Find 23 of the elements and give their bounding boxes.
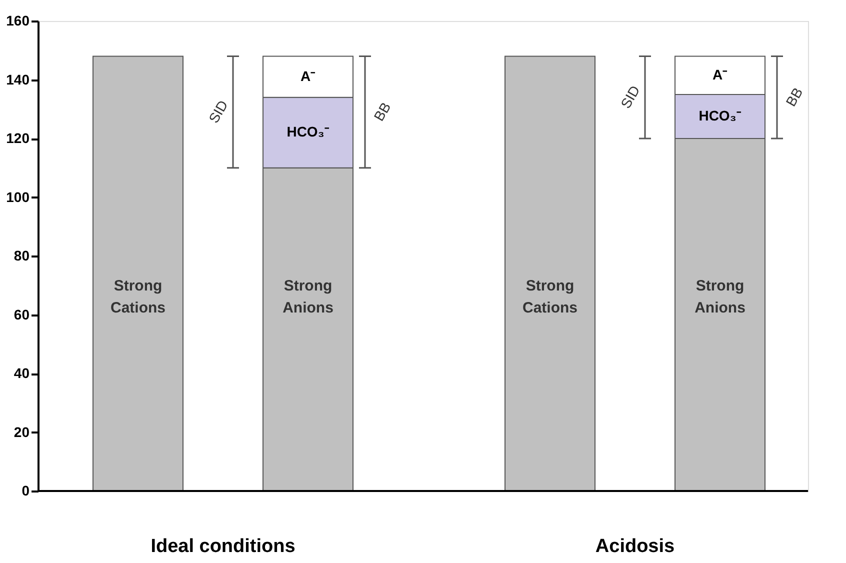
series-label: A⁻ — [712, 66, 728, 82]
y-tick-label: 120 — [6, 130, 30, 146]
x-tick-label: Strong Anions — [282, 277, 334, 316]
y-tick-label: 100 — [6, 188, 30, 205]
text: Ideal conditions — [150, 536, 296, 557]
x-tick-label: Strong Cations — [110, 277, 166, 316]
y-tick-label: 60 — [14, 306, 30, 322]
y-tick-label: 80 — [14, 248, 30, 264]
x-tick-label: Strong Anions — [694, 277, 746, 316]
annotation: BB — [370, 99, 394, 124]
y-tick-label: 20 — [14, 424, 30, 440]
annotation: SID — [205, 97, 231, 126]
text: HCO₃⁻ — [286, 124, 330, 140]
y-tick-label: 140 — [6, 71, 30, 88]
x-tick-label: Strong Cations — [522, 277, 578, 316]
y-tick-label: 40 — [14, 365, 30, 381]
text: Acidosis — [595, 536, 675, 557]
annotation: BB — [782, 84, 806, 109]
y-tick-label: 0 — [22, 482, 30, 498]
annotation: SID — [617, 82, 643, 111]
y-tick-label: 160 — [6, 12, 30, 28]
text: A⁻ — [300, 68, 316, 84]
series-label: HCO₃⁻ — [698, 107, 742, 124]
